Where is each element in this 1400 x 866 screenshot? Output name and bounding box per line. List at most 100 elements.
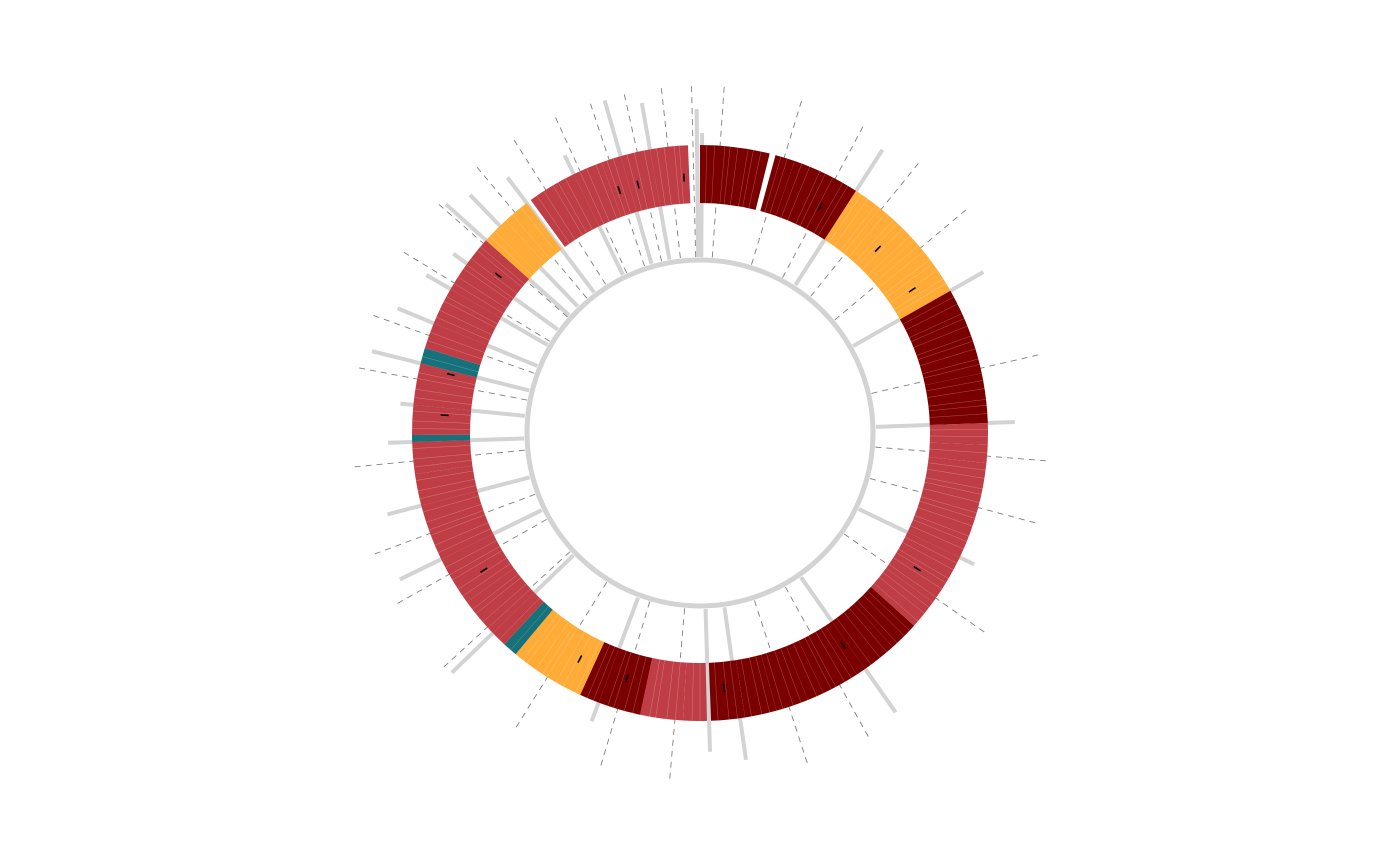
segment-hairline <box>414 397 472 405</box>
segment-hairline <box>607 650 627 706</box>
segment <box>412 440 473 475</box>
segment-hairline <box>475 577 522 614</box>
segment-hairline <box>438 528 491 553</box>
tick-mark <box>840 641 847 649</box>
segment <box>467 568 535 634</box>
dashed-guide <box>711 85 725 258</box>
dashed-guide <box>753 600 808 765</box>
segment-hairline <box>730 147 739 206</box>
segment-hairline <box>927 469 985 479</box>
segment-hairline <box>587 644 611 699</box>
segment-hairline <box>905 536 957 564</box>
dashed-guide <box>373 493 536 555</box>
segment-hairline <box>929 448 988 454</box>
segment-hairline <box>666 661 674 720</box>
segment-hairline <box>919 348 976 366</box>
segment <box>504 601 553 655</box>
segment-hairline <box>487 588 531 629</box>
segment-hairline <box>894 278 944 310</box>
segment <box>775 161 857 240</box>
segment-hairline <box>929 435 988 437</box>
segment-hairline <box>711 145 715 204</box>
segment-hairline <box>426 504 482 523</box>
dashed-guide <box>869 478 1037 524</box>
segment-hairline <box>415 388 473 399</box>
segment <box>899 290 982 386</box>
radial-guide <box>694 108 701 258</box>
segment <box>420 347 481 378</box>
segment-hairline <box>755 656 770 713</box>
segment <box>928 442 988 464</box>
segment-hairline <box>422 356 479 373</box>
segment-hairline <box>674 146 680 204</box>
segment-hairline <box>439 310 493 336</box>
dashed-guide <box>515 582 608 729</box>
segment-hairline <box>902 542 954 571</box>
segment-hairline <box>555 632 586 683</box>
segment-hairline <box>595 164 617 219</box>
segment-hairline <box>575 640 601 693</box>
segment-hairline <box>494 231 536 273</box>
segment-hairline <box>466 264 514 299</box>
segment-hairline <box>457 276 507 309</box>
segment-hairline <box>781 163 802 218</box>
segment <box>450 240 530 318</box>
segment-hairline <box>535 621 569 670</box>
segment <box>886 532 960 603</box>
segment-hairline <box>579 171 605 225</box>
segment-hairline <box>883 259 930 295</box>
segment-hairline <box>452 550 503 581</box>
segment-hairline <box>896 283 947 314</box>
tick-mark <box>624 674 629 683</box>
segment-hairline <box>926 380 984 392</box>
dashed-guide <box>782 125 864 278</box>
segment-hairline <box>873 583 919 622</box>
segment-hairline <box>562 635 591 687</box>
segment-hairline <box>857 223 898 266</box>
dashed-guide <box>437 203 568 318</box>
dashed-guide <box>402 251 551 342</box>
dashed-guide <box>691 85 697 258</box>
segment-hairline <box>857 600 898 644</box>
segment-hairline <box>927 388 985 398</box>
segment-hairline <box>766 653 784 709</box>
segment-hairline <box>632 656 647 714</box>
segment <box>786 640 824 701</box>
segment-hairline <box>552 185 583 236</box>
segment-hairline <box>729 661 738 719</box>
segment <box>573 162 622 227</box>
segment <box>414 465 478 506</box>
dashed-guide <box>810 162 920 297</box>
segment-hairline <box>412 445 471 449</box>
segment-hairline <box>787 166 810 221</box>
dashed-guide <box>875 446 1047 462</box>
segment-hairline <box>923 488 980 503</box>
segment <box>761 646 808 711</box>
segment-hairline <box>412 428 471 430</box>
dashed-guide <box>834 208 967 321</box>
segment-hairline <box>419 485 477 499</box>
segment-hairline <box>780 648 802 703</box>
tick-marks <box>440 173 921 692</box>
segment-hairline <box>742 149 754 208</box>
dashed-guide <box>784 586 870 738</box>
segment-hairline <box>656 148 666 206</box>
segment-hairline <box>705 145 707 204</box>
dashed-guide <box>513 138 607 285</box>
segment-hairline <box>593 646 615 701</box>
segment <box>929 422 988 446</box>
segment-hairline <box>675 662 681 720</box>
segment-hairline <box>472 573 519 610</box>
segment-hairline <box>543 191 576 240</box>
segment-hairline <box>795 171 821 224</box>
segment-hairline <box>446 296 498 325</box>
segment-hairline <box>879 576 925 614</box>
segment-hairline <box>929 429 988 431</box>
segment-hairline <box>854 219 894 263</box>
segment <box>824 190 915 280</box>
segment-hairline <box>428 510 484 531</box>
segment-hairline <box>499 597 540 640</box>
segment-hairline <box>477 250 523 288</box>
segment-hairline <box>526 616 563 664</box>
